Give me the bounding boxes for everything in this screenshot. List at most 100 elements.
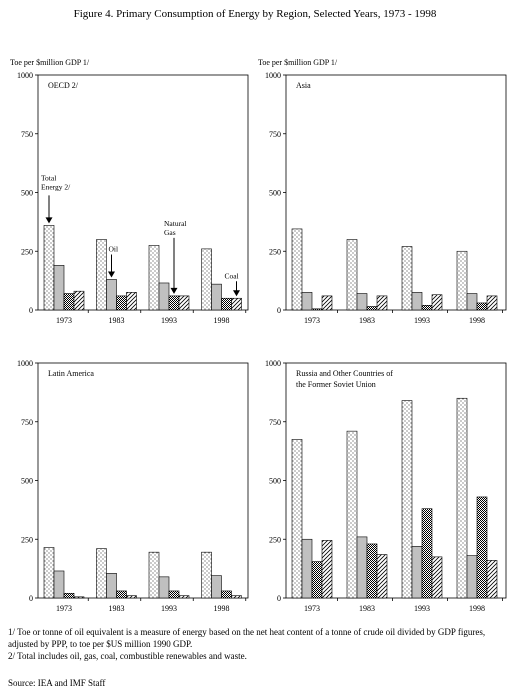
bar	[421, 304, 433, 311]
bar	[486, 560, 498, 599]
y-tick-label: 500	[269, 189, 281, 198]
bar	[96, 548, 107, 599]
footnote-2: 2/ Total includes oil, gas, coal, combus…	[8, 651, 247, 661]
x-tick-label: 1973	[304, 316, 320, 325]
bar	[43, 547, 55, 599]
bar	[178, 295, 190, 311]
annotation-arrowhead	[45, 217, 53, 224]
x-tick-label: 1998	[469, 604, 485, 613]
bar	[401, 400, 413, 599]
x-tick-label: 1993	[161, 316, 177, 325]
bar	[168, 295, 180, 311]
x-tick-label: 1983	[109, 316, 125, 325]
y-tick-label: 500	[21, 189, 33, 198]
panel-title: the Former Soviet Union	[296, 380, 376, 389]
x-tick-label: 1993	[414, 316, 430, 325]
bar	[356, 536, 368, 599]
y-tick-label: 1000	[17, 71, 33, 80]
source-note: Source: IEA and IMF Staff	[8, 678, 106, 688]
bar	[63, 592, 75, 599]
bar	[486, 295, 498, 311]
y-tick-label: 750	[21, 418, 33, 427]
bar	[148, 245, 160, 311]
bar	[168, 590, 180, 599]
x-tick-label: 1998	[214, 316, 230, 325]
figure-title: Figure 4. Primary Consumption of Energy …	[73, 8, 437, 20]
bar	[376, 295, 388, 311]
bar	[301, 538, 313, 599]
bar	[158, 576, 170, 599]
bar	[231, 595, 242, 599]
bar	[301, 292, 313, 311]
bar	[456, 397, 468, 599]
bar	[466, 555, 478, 599]
y-tick-label: 0	[29, 594, 33, 603]
y-tick-label: 1000	[265, 359, 281, 368]
bar	[231, 297, 242, 311]
bar	[201, 248, 212, 311]
x-tick-label: 1973	[56, 604, 72, 613]
x-tick-label: 1993	[161, 604, 177, 613]
bar	[158, 282, 170, 311]
annotation-label: Natural	[164, 219, 187, 228]
bar	[106, 573, 117, 599]
bar	[431, 294, 443, 311]
y-tick-label: 1000	[17, 359, 33, 368]
x-tick-label: 1993	[414, 604, 430, 613]
bar	[321, 540, 333, 599]
bar	[53, 570, 65, 599]
bar	[96, 239, 107, 311]
panel-title: Asia	[296, 81, 311, 90]
bar	[221, 297, 232, 311]
bar	[366, 543, 378, 599]
footnote-1: 1/ Toe or tonne of oil equivalent is a m…	[8, 627, 486, 649]
bar	[311, 308, 323, 311]
panel-title: Russia and Other Countries of	[296, 369, 393, 378]
y-tick-label: 0	[29, 306, 33, 315]
bar	[73, 596, 85, 599]
bar	[476, 302, 488, 311]
bar	[106, 279, 117, 311]
plot-frame	[37, 74, 249, 311]
bar	[43, 225, 55, 311]
bar	[126, 292, 137, 311]
annotation-arrowhead	[233, 290, 240, 297]
y-tick-label: 750	[269, 418, 281, 427]
bar	[456, 250, 468, 311]
bar	[466, 293, 478, 311]
y-tick-label: 750	[21, 130, 33, 139]
bar	[431, 556, 443, 599]
panel-title: OECD 2/	[48, 81, 79, 90]
bar	[211, 575, 222, 599]
x-tick-label: 1983	[359, 316, 375, 325]
annotation-arrowhead	[108, 271, 115, 278]
bar	[211, 283, 222, 311]
annotation-arrowhead	[170, 287, 178, 294]
y-tick-label: 250	[21, 247, 33, 256]
bar	[126, 595, 137, 599]
bar	[73, 290, 85, 311]
y-tick-label: 0	[277, 306, 281, 315]
y-tick-label: 250	[21, 535, 33, 544]
bar	[376, 554, 388, 599]
y-axis-label: Toe per $million GDP 1/	[258, 58, 338, 67]
y-tick-label: 250	[269, 535, 281, 544]
bar	[346, 430, 358, 599]
x-tick-label: 1998	[214, 604, 230, 613]
annotation-label: Coal	[225, 271, 239, 280]
bar	[116, 295, 127, 311]
plot-frame	[37, 362, 249, 599]
bar	[53, 265, 65, 311]
bar	[321, 295, 333, 311]
bar	[366, 306, 378, 311]
bar	[356, 293, 368, 311]
y-tick-label: 250	[269, 247, 281, 256]
annotation-label: Gas	[164, 228, 176, 237]
y-tick-label: 750	[269, 130, 281, 139]
bar	[201, 551, 212, 599]
bar	[311, 561, 323, 599]
bar	[63, 293, 75, 311]
bar	[116, 590, 127, 599]
x-tick-label: 1983	[109, 604, 125, 613]
y-axis-label: Toe per $million GDP 1/	[10, 58, 90, 67]
